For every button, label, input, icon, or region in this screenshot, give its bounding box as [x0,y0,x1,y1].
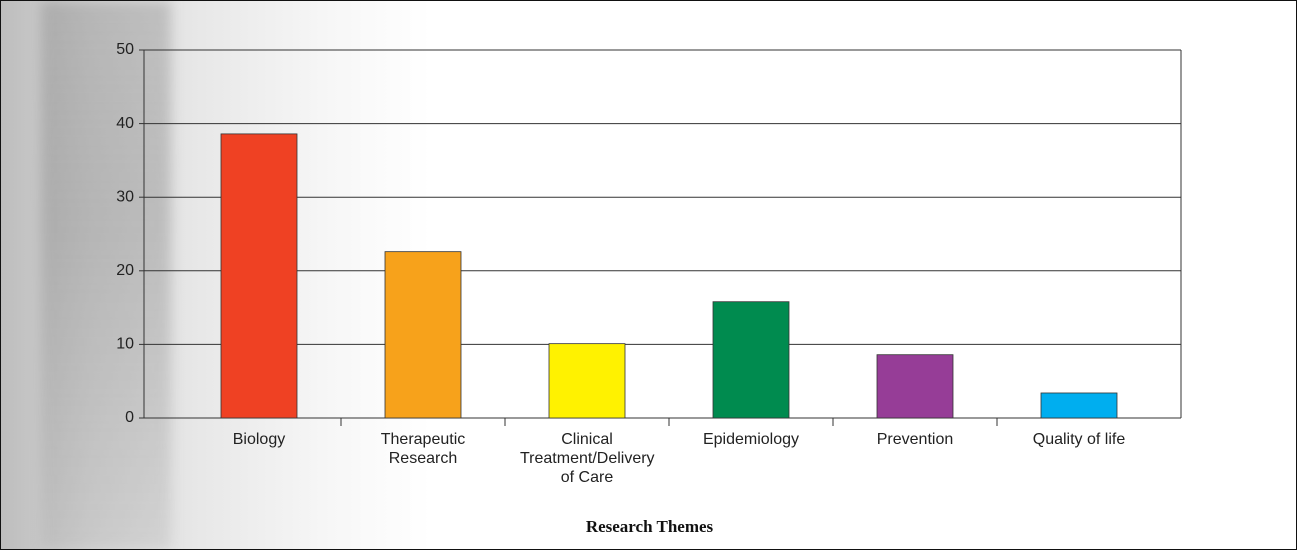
bar [384,251,462,419]
y-tick-label: 40 [116,115,134,132]
x-tick-label: Clinical Treatment/Delivery of Care [520,431,655,486]
x-axis-label: Research Themes [585,517,714,536]
bar [712,301,790,419]
bar [220,133,298,419]
bar [1040,392,1118,419]
x-tick-label: Therapeutic Research [380,431,466,467]
bar [548,343,626,419]
x-tick-label: Epidemiology [702,431,800,448]
x-tick-label: Quality of life [1032,431,1126,448]
x-tick-label: Prevention [876,431,954,448]
x-tick-label: Biology [232,431,286,448]
y-tick-label: 0 [125,409,134,426]
y-tick-label: 30 [116,188,134,205]
bar [876,354,954,419]
y-tick-label: 20 [116,262,134,279]
background-photo [41,1,171,549]
y-tick-label: 10 [116,336,134,353]
y-tick-label: 50 [116,41,134,58]
